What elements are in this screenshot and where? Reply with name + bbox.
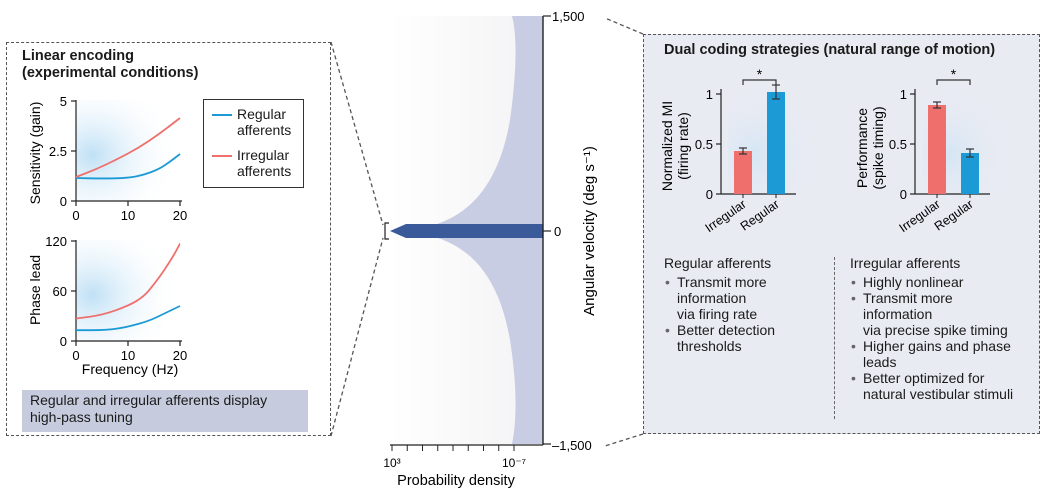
zero-velocity-band bbox=[390, 224, 543, 238]
regular-bullet-line: Transmit more bbox=[677, 274, 767, 290]
regular-bar bbox=[961, 153, 979, 194]
xtick-right: 10⁻⁷ bbox=[502, 456, 526, 470]
irregular-bullet-line: via precise spike timing bbox=[863, 322, 1008, 338]
irregular-bullet-line: Better optimized for bbox=[863, 370, 985, 386]
legend-irregular-label-1: Irregular bbox=[237, 147, 290, 163]
column-divider bbox=[834, 257, 835, 419]
caption-line-1: Regular and irregular afferents display bbox=[30, 392, 268, 408]
x-tick-label: 0 bbox=[72, 348, 79, 363]
title-line-1: Linear encoding bbox=[22, 48, 134, 64]
legend-swatch-regular bbox=[212, 114, 232, 116]
y-tick-label: 120 bbox=[45, 234, 67, 249]
regular-bullet-line: Better detection bbox=[677, 322, 776, 338]
angular-velocity-label: Angular velocity (deg s⁻¹) bbox=[581, 146, 598, 316]
irregular-bullet-line: information bbox=[863, 306, 933, 322]
bar-y-tick-label: 0 bbox=[900, 187, 907, 202]
bar-y-tick-label: 0.5 bbox=[695, 137, 713, 152]
irregular-afferents-heading: Irregular afferents bbox=[850, 255, 961, 271]
bar-y-tick-label: 1 bbox=[900, 87, 907, 102]
significance-star: * bbox=[951, 66, 957, 82]
irregular-bullet-line: leads bbox=[863, 354, 897, 370]
perf-ylabel-line-1: Performance bbox=[854, 108, 870, 188]
regular-afferents-heading: Regular afferents bbox=[664, 255, 772, 271]
irregular-bullet-line: natural vestibular stimuli bbox=[863, 386, 1014, 402]
xtick-left: 10³ bbox=[383, 456, 400, 470]
significance-bracket bbox=[742, 79, 777, 85]
caption-line-2: high-pass tuning bbox=[30, 409, 133, 425]
y-tick-label: 2.5 bbox=[49, 144, 67, 159]
irregular-bullet-line: Highly nonlinear bbox=[863, 274, 964, 290]
mi-ylabel-line-1: Normalized MI bbox=[659, 101, 675, 191]
x-tick-label: 20 bbox=[173, 208, 187, 223]
bar-y-tick-label: 1 bbox=[706, 87, 713, 102]
y-tick-label: 5 bbox=[60, 94, 67, 109]
significance-bracket bbox=[936, 79, 971, 85]
regular-series-line bbox=[75, 153, 181, 180]
x-tick-label: 10 bbox=[121, 348, 135, 363]
regular-bullet-line: via firing rate bbox=[677, 306, 758, 322]
x-tick-label: 0 bbox=[72, 208, 79, 223]
y-tick-label: 0 bbox=[60, 194, 67, 209]
line-legend: Regular afferents Irregular afferents bbox=[203, 99, 304, 188]
irregular-bullet-line: Transmit more bbox=[863, 290, 953, 306]
legend-swatch-irregular bbox=[212, 155, 232, 157]
ytick-bottom: –1,500 bbox=[552, 438, 592, 453]
legend-regular-label-1: Regular bbox=[237, 106, 287, 122]
ytick-zero: 0 bbox=[554, 224, 561, 239]
dual-coding-title: Dual coding strategies (natural range of… bbox=[664, 42, 996, 58]
regular-bar bbox=[767, 92, 785, 194]
significance-star: * bbox=[757, 66, 763, 82]
irregular-series-line bbox=[75, 117, 181, 178]
bottom-chart-ylabel: Phase lead bbox=[27, 255, 43, 325]
velocity-distribution: 1,500 0 –1,500 Angular velocity (deg s⁻¹… bbox=[383, 9, 598, 489]
legend-regular-label-2: afferents bbox=[237, 122, 292, 138]
mi-ylabel-line-2: (firing rate) bbox=[675, 112, 691, 180]
bottom-chart-xlabel: Frequency (Hz) bbox=[82, 361, 178, 377]
irregular-bullet: Highly nonlinear bbox=[850, 274, 1035, 290]
regular-afferents-list: Regular afferents Transmit moreinformati… bbox=[664, 255, 834, 354]
irregular-bar bbox=[928, 105, 946, 194]
regular-series-line bbox=[76, 305, 181, 332]
top-chart-ylabel: Sensitivity (gain) bbox=[27, 102, 43, 205]
y-tick-label: 0 bbox=[60, 334, 67, 349]
perf-ylabel-line-2: (spike timing) bbox=[870, 106, 886, 189]
irregular-series-line bbox=[75, 243, 181, 320]
legend-irregular-label-2: afferents bbox=[237, 163, 292, 179]
bar-y-tick-label: 0.5 bbox=[889, 137, 907, 152]
ytick-top: 1,500 bbox=[552, 9, 585, 24]
x-tick-label: 20 bbox=[173, 348, 187, 363]
linear-encoding-title: Linear encoding (experimental conditions… bbox=[22, 48, 198, 82]
irregular-bar bbox=[734, 151, 752, 194]
regular-bullet-line: thresholds bbox=[677, 338, 742, 354]
zero-bracket bbox=[384, 222, 389, 240]
regular-bullet-line: information bbox=[677, 290, 747, 306]
irregular-afferents-list: Irregular afferents Highly nonlinearTran… bbox=[850, 255, 1035, 402]
probability-density-label: Probability density bbox=[397, 473, 515, 489]
title-line-2: (experimental conditions) bbox=[22, 65, 199, 81]
high-pass-caption: Regular and irregular afferents display … bbox=[22, 390, 308, 432]
x-tick-label: 10 bbox=[121, 208, 135, 223]
bar-y-tick-label: 0 bbox=[706, 187, 713, 202]
irregular-bullet-line: Higher gains and phase bbox=[863, 338, 1011, 354]
y-tick-label: 60 bbox=[53, 284, 67, 299]
